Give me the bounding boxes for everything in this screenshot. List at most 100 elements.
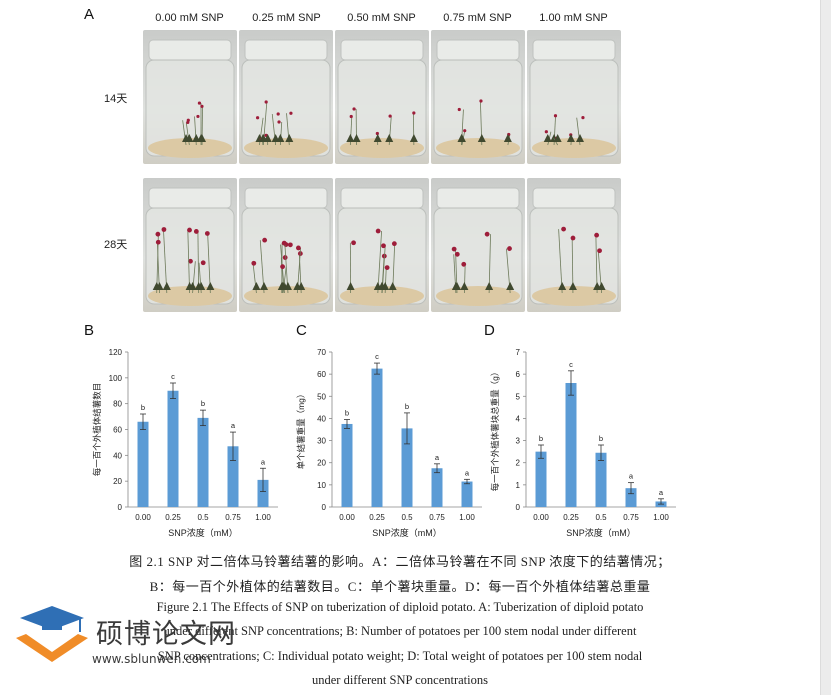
x-tick-label: 0.75 — [225, 513, 241, 522]
chart-c-individual-weight: 单个结薯重量（mg） 0 10 20 30 40 50 60 70 b 0.00 c 0.25 b 0.5 a… — [296, 348, 482, 538]
y-tick-label: 3 — [516, 437, 521, 446]
x-tick-label: 0.00 — [339, 513, 355, 522]
x-tick-label: 1.00 — [653, 513, 669, 522]
y-tick-label: 70 — [317, 348, 326, 357]
caption-en-line-2: under different SNP concentrations; B: N… — [163, 624, 637, 638]
y-tick-label: 80 — [113, 400, 122, 409]
y-tick-label: 100 — [109, 374, 123, 383]
jar-photo-28d-1 — [239, 178, 333, 312]
y-tick-label: 60 — [113, 426, 122, 435]
y-tick-label: 6 — [516, 370, 521, 379]
y-tick-label: 20 — [317, 459, 326, 468]
x-tick-label: 0.00 — [533, 513, 549, 522]
y-axis-label: 每一百个外植体结薯数目 — [92, 383, 102, 477]
y-tick-label: 0 — [118, 503, 123, 512]
significance-letter: a — [231, 421, 236, 430]
panel-label-a: A — [84, 6, 95, 23]
bar-0.75 — [227, 446, 239, 507]
jar-photo-14d-1 — [239, 30, 333, 164]
panel-label-b: B — [84, 322, 95, 339]
y-tick-label: 0 — [322, 503, 327, 512]
bar-0.00 — [535, 451, 547, 507]
significance-letter: a — [435, 453, 440, 462]
y-tick-label: 2 — [516, 459, 521, 468]
caption-en-line-1: Figure 2.1 The Effects of SNP on tuberiz… — [156, 600, 644, 614]
jar-photo-14d-4 — [527, 30, 621, 164]
chart-d-total-weight: 每一百个外植体薯块总重量（g） 0 1 2 3 4 5 6 7 b 0.00 c 0.25 b 0.5 a 0.… — [490, 348, 676, 538]
significance-letter: c — [569, 360, 573, 369]
y-tick-label: 30 — [317, 437, 326, 446]
bar-0.25 — [167, 390, 179, 507]
bar-0.25 — [565, 383, 577, 507]
jar-photo-14d-0 — [143, 30, 237, 164]
x-tick-label: 0.5 — [595, 513, 607, 522]
x-tick-label: 0.5 — [197, 513, 209, 522]
bar-0.75 — [625, 488, 637, 507]
x-tick-label: 0.75 — [429, 513, 445, 522]
significance-letter: b — [539, 434, 543, 443]
y-tick-label: 50 — [317, 392, 326, 401]
significance-letter: c — [171, 372, 175, 381]
significance-letter: b — [345, 409, 349, 418]
significance-letter: a — [465, 468, 470, 477]
panel-label-d: D — [484, 322, 495, 339]
significance-letter: a — [261, 457, 266, 466]
column-label-2: 0.50 mM SNP — [347, 12, 416, 24]
y-tick-label: 40 — [113, 451, 122, 460]
watermark-site-name: 硕博论文网 — [96, 619, 236, 650]
x-tick-label: 1.00 — [459, 513, 475, 522]
scrollbar[interactable] — [820, 0, 831, 695]
x-tick-label: 0.75 — [623, 513, 639, 522]
significance-letter: b — [141, 403, 145, 412]
row-label-28-days: 28天 — [104, 239, 128, 251]
column-label-4: 1.00 mM SNP — [539, 12, 608, 24]
y-axis-label: 每一百个外植体薯块总重量（g） — [490, 368, 500, 492]
column-label-0: 0.00 mM SNP — [155, 12, 224, 24]
y-tick-label: 7 — [516, 348, 521, 357]
y-axis-label: 单个结薯重量（mg） — [296, 390, 306, 470]
row-label-14-days: 14天 — [104, 93, 128, 105]
caption-en-line-4: under different SNP concentrations — [312, 673, 488, 687]
x-tick-label: 0.25 — [165, 513, 181, 522]
caption-cn-line-2: B：每一百个外植体的结薯数目。C：单个薯块重量。D：每一百个外植体结薯总重量 — [149, 579, 651, 594]
jar-photo-28d-3 — [431, 178, 525, 312]
y-tick-label: 10 — [317, 481, 326, 490]
column-label-1: 0.25 mM SNP — [252, 12, 321, 24]
x-axis-label: SNP浓度（mM） — [168, 527, 238, 538]
significance-letter: b — [201, 399, 205, 408]
caption-cn-line-1: 图 2.1 SNP 对二倍体马铃薯结薯的影响。A：二倍体马铃薯在不同 SNP 浓… — [129, 554, 671, 569]
watermark-url: www.sblunwen.com — [92, 652, 211, 666]
x-tick-label: 0.25 — [563, 513, 579, 522]
jar-photo-28d-4 — [527, 178, 621, 312]
significance-letter: a — [659, 488, 664, 497]
bar-0.5 — [595, 452, 607, 507]
bar-0.00 — [137, 421, 149, 507]
x-tick-label: 1.00 — [255, 513, 271, 522]
jar-photo-28d-0 — [143, 178, 237, 312]
bar-1.00 — [257, 479, 269, 507]
caption-en-line-3: SNP concentrations; C: Individual potato… — [157, 649, 643, 663]
x-axis-label: SNP浓度（mM） — [372, 527, 442, 538]
bar-0.5 — [197, 417, 209, 507]
significance-letter: b — [599, 434, 603, 443]
bar-0.25 — [371, 368, 383, 507]
graduation-cap-logo-icon — [16, 606, 88, 662]
y-tick-label: 4 — [516, 414, 521, 423]
panel-label-c: C — [296, 322, 307, 339]
x-tick-label: 0.5 — [401, 513, 413, 522]
y-tick-label: 60 — [317, 370, 326, 379]
y-tick-label: 120 — [109, 348, 123, 357]
bar-1.00 — [461, 481, 473, 507]
jar-photo-14d-3 — [431, 30, 525, 164]
x-tick-label: 0.00 — [135, 513, 151, 522]
bar-0.75 — [431, 468, 443, 507]
x-tick-label: 0.25 — [369, 513, 385, 522]
column-label-3: 0.75 mM SNP — [443, 12, 512, 24]
jar-photo-28d-2 — [335, 178, 429, 312]
bar-0.5 — [401, 428, 413, 507]
chart-b-tubers-per-100: 每一百个外植体结薯数目 0 20 40 60 80 100 120 b 0.00 c 0.25 b 0.5… — [92, 348, 278, 538]
y-tick-label: 20 — [113, 477, 122, 486]
x-axis-label: SNP浓度（mM） — [566, 527, 636, 538]
y-tick-label: 0 — [516, 503, 521, 512]
significance-letter: c — [375, 352, 379, 361]
